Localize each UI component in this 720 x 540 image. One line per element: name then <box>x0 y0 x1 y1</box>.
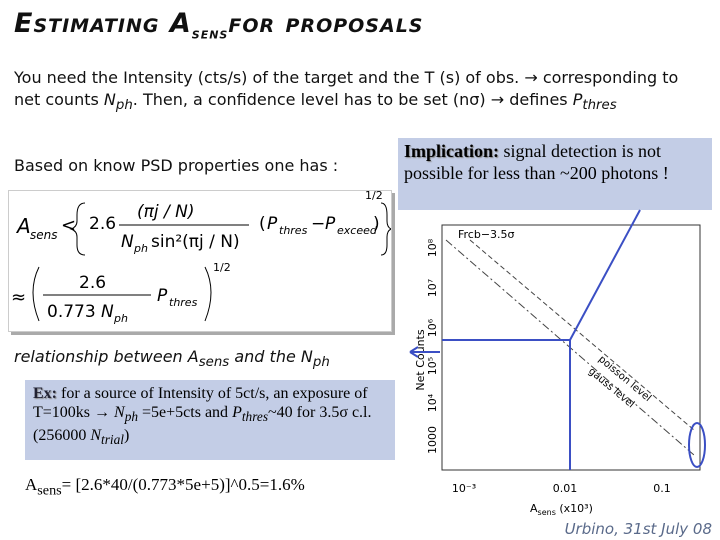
x-label-sub: sens <box>538 508 556 517</box>
eq: ph <box>133 242 148 255</box>
example-box: Ex: for a source of Intensity of 5ct/s, … <box>25 380 395 460</box>
text: N <box>103 90 116 109</box>
implication-label: Implication: <box>404 141 500 161</box>
intro: You need the Intensity (cts/s) of the ta… <box>14 67 704 117</box>
text: trial <box>101 432 124 448</box>
text: ~40 for 3.5σ c.l. (256000 <box>33 404 372 445</box>
pointer <box>569 209 641 341</box>
relation: relationship between Asens and the Nph <box>14 346 330 374</box>
highlight <box>688 422 706 468</box>
eq: N <box>101 302 114 322</box>
text: thres <box>582 98 617 114</box>
eq: 2.6 <box>89 214 116 234</box>
x-label-text: A <box>530 502 538 515</box>
lead: Based on know PSD properties one has : <box>14 156 339 175</box>
text: ph <box>115 98 133 114</box>
text: =5e+5cts and <box>138 404 233 421</box>
y-tick-label: 10⁶ <box>426 318 439 337</box>
eq: < <box>61 215 76 236</box>
y-label: Net Counts <box>414 329 427 390</box>
arrow-head <box>409 346 419 358</box>
implication-text: signal detection is not possible for les… <box>404 141 669 183</box>
plot-title: Frcb−3.5σ <box>458 228 515 241</box>
y-tick-label: 10⁷ <box>426 279 439 297</box>
text: = [2.6*40/(0.773*5e+5)]^0.5=1.6% <box>61 475 305 494</box>
eq: P <box>157 286 168 306</box>
eq: sens <box>30 228 58 242</box>
eq: 1/2 <box>365 191 383 202</box>
eq: P <box>325 214 336 234</box>
text: sens <box>37 482 62 499</box>
y-tick-label: 10⁵ <box>426 357 439 375</box>
text: N <box>114 404 125 421</box>
eq: exceed <box>337 224 378 237</box>
eq: − <box>311 214 325 234</box>
y-tick-label: 10⁴ <box>426 393 439 412</box>
text: ph <box>312 355 330 371</box>
eq: A <box>15 214 31 238</box>
y-tick-label: 10⁸ <box>426 238 439 257</box>
text: and the <box>229 347 301 366</box>
text: N <box>300 347 313 366</box>
x-label: Asens (x10³) <box>530 502 593 517</box>
title-sub: sens <box>191 24 229 43</box>
example-label: Ex: <box>33 385 57 402</box>
eq: (πj / N) <box>137 202 194 222</box>
brace <box>69 202 86 256</box>
eq: thres <box>279 224 308 237</box>
eq: 0.773 <box>47 302 96 322</box>
x-tick-label: 0.01 <box>553 482 578 495</box>
text: P <box>572 90 583 109</box>
equation: A sens < 2.6 (πj / N) N ph sin²(πj / N) … <box>11 189 393 325</box>
curve <box>469 239 695 431</box>
eq: P <box>267 214 278 234</box>
eq: N <box>121 232 134 252</box>
eq: thres <box>169 296 198 309</box>
x-tick-label: 0.1 <box>653 482 671 495</box>
text: ) <box>123 427 130 445</box>
eq: 1/2 <box>213 261 231 274</box>
title-text: Estimating A <box>14 8 192 39</box>
result: Asens= [2.6*40/(0.773*5e+5)]^0.5=1.6% <box>25 475 305 499</box>
eq: ph <box>113 312 128 325</box>
eq: ( <box>259 214 266 234</box>
text: N <box>90 427 101 445</box>
text: sens <box>198 355 230 371</box>
figure-bg <box>405 212 718 522</box>
text: A <box>25 475 38 494</box>
eq: ≈ <box>11 287 26 308</box>
eq: ) <box>373 214 380 234</box>
footer: Urbino, 31st July 08 <box>564 520 712 538</box>
text: ph <box>124 409 139 425</box>
title-text: for proposals <box>228 8 424 39</box>
slide-title: Estimating Asensfor proposals <box>14 8 424 42</box>
y-tick-label: 1000 <box>426 426 439 454</box>
paren <box>204 266 212 322</box>
text: for a source of Intensity of 5ct/s, an e… <box>33 385 368 421</box>
eq: sin²(πj / N) <box>151 232 240 252</box>
eq: 2.6 <box>79 273 106 293</box>
text: P <box>232 404 242 421</box>
equation-box: A sens < 2.6 (πj / N) N ph sin²(πj / N) … <box>8 189 393 332</box>
text: . Then, a confidence level has to be set… <box>132 90 573 109</box>
x-tick-label: 10⁻³ <box>452 482 476 495</box>
text: relationship between <box>14 347 188 366</box>
x-label-unit: (x10³) <box>556 502 593 515</box>
paren <box>32 266 40 322</box>
text: thres <box>241 409 269 425</box>
implication-box: Implication: signal detection is not pos… <box>398 138 712 210</box>
text: A <box>187 347 199 366</box>
text: You need the Intensity (cts/s) of the ta… <box>14 68 679 109</box>
